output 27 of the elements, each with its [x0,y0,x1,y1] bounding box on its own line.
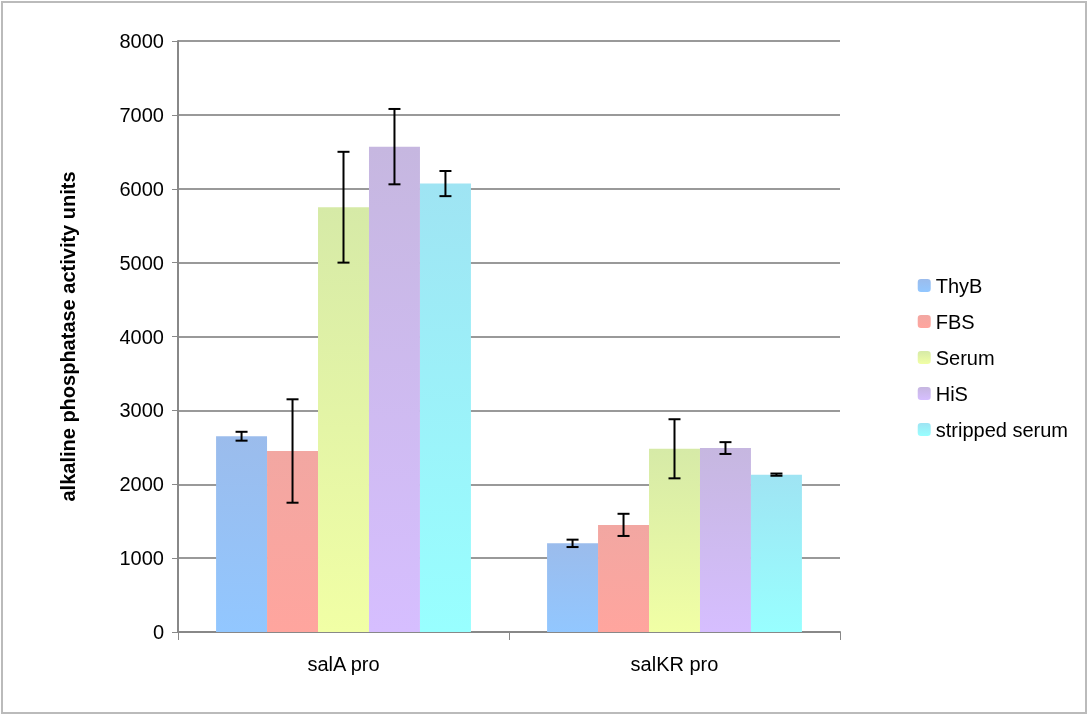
bar [267,451,319,632]
legend-label: ThyB [935,274,983,297]
bar [547,543,599,632]
y-tick-label: 2000 [119,473,164,496]
y-tick-label: 7000 [119,103,164,126]
bar [699,448,751,632]
legend-label: HiS [935,382,968,405]
bar [368,146,420,632]
bar [598,524,650,632]
y-tick-label: 4000 [119,325,164,348]
y-tick-label: 0 [152,621,164,643]
y-tick-label: 3000 [119,399,164,422]
y-tick-label: 1000 [119,547,164,570]
bar [750,474,802,632]
legend-label: Serum [935,346,995,369]
bar [419,183,471,632]
legend-label: FBS [935,310,975,333]
y-tick-label: 6000 [119,177,164,200]
x-tick-label: salKR pro [630,653,719,675]
y-tick-label: 5000 [119,251,164,274]
bar [318,207,369,632]
y-tick-label: 8000 [119,30,164,52]
x-tick-label: salA pro [307,653,380,675]
y-axis-title: alkaline phosphatase activity units [57,171,79,502]
legend-label: stripped serum [935,418,1069,441]
bar [216,436,268,632]
bar [649,448,700,632]
